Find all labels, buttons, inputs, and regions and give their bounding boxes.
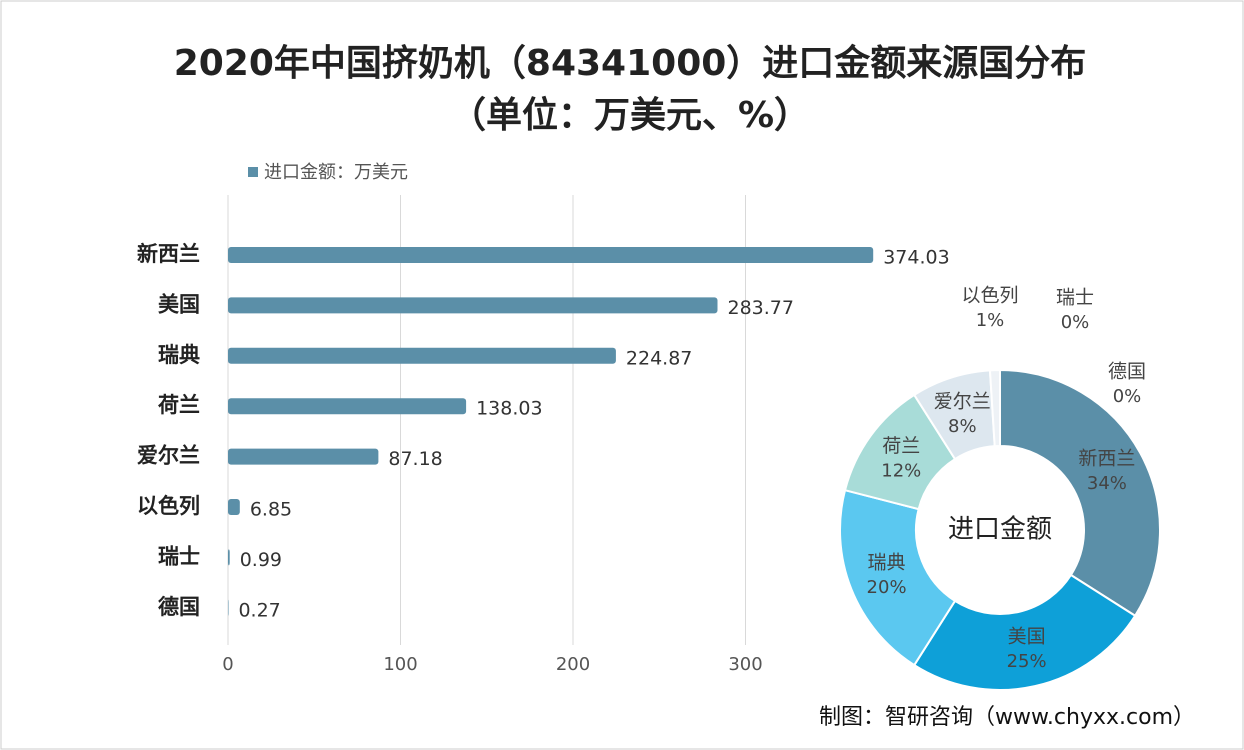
x-tick-label: 100: [383, 654, 417, 675]
slice-label: 爱尔兰: [934, 390, 991, 412]
data-label: 374.03: [883, 247, 949, 269]
data-label: 87.18: [388, 448, 442, 470]
slice-value: 8%: [948, 416, 977, 437]
x-tick-label: 300: [728, 654, 762, 675]
slice-value: 20%: [867, 577, 907, 598]
slice-label: 美国: [1008, 626, 1046, 648]
data-label: 283.77: [728, 297, 794, 319]
bar: [228, 247, 874, 263]
y-tick-label: 以色列: [137, 494, 200, 518]
y-tick-label: 美国: [158, 292, 200, 316]
slice-value: 12%: [881, 460, 921, 481]
slice-label: 瑞士: [1056, 287, 1094, 309]
x-tick-label: 0: [222, 654, 233, 675]
chart-title: 2020年中国挤奶机（84341000）进口金额来源国分布（单位：万美元、%）: [173, 43, 1087, 136]
y-tick-label: 新西兰: [137, 242, 200, 266]
slice-label: 德国: [1108, 361, 1146, 383]
y-tick-label: 爱尔兰: [137, 444, 200, 468]
slice-label: 新西兰: [1078, 448, 1135, 470]
bar: [228, 347, 616, 364]
bar: [228, 448, 379, 465]
center-label: 进口金额: [948, 515, 1052, 545]
x-tick-label: 200: [556, 654, 590, 675]
bar: [228, 549, 230, 566]
slice-value: 0%: [1113, 386, 1142, 407]
legend-swatch: [248, 167, 258, 177]
data-label: 224.87: [626, 347, 692, 369]
bar: [228, 499, 240, 515]
slice-label: 瑞典: [868, 551, 906, 573]
slice-value: 0%: [1061, 312, 1090, 333]
bar: [228, 398, 467, 415]
legend-label: 进口金额：万美元: [264, 162, 408, 183]
y-tick-label: 瑞士: [158, 544, 200, 568]
donut-slice: [999, 368, 1161, 618]
bar: [228, 297, 718, 314]
bar: [228, 599, 229, 616]
slice-value: 25%: [1007, 651, 1047, 672]
y-tick-label: 德国: [158, 595, 200, 619]
data-label: 138.03: [476, 398, 542, 420]
data-label: 0.27: [238, 599, 280, 621]
y-tick-label: 瑞典: [158, 343, 200, 367]
data-label: 6.85: [250, 499, 292, 521]
donut-slice: [839, 488, 957, 667]
slice-value: 1%: [976, 310, 1005, 331]
slice-value: 34%: [1087, 473, 1127, 494]
y-tick-label: 荷兰: [158, 393, 200, 417]
source: 制图：智研咨询（www.chyxx.com）: [819, 705, 1195, 730]
data-label: 0.99: [240, 549, 282, 571]
slice-label: 荷兰: [882, 435, 920, 457]
slice-label: 以色列: [961, 285, 1018, 307]
donut-slice: [912, 573, 1137, 691]
